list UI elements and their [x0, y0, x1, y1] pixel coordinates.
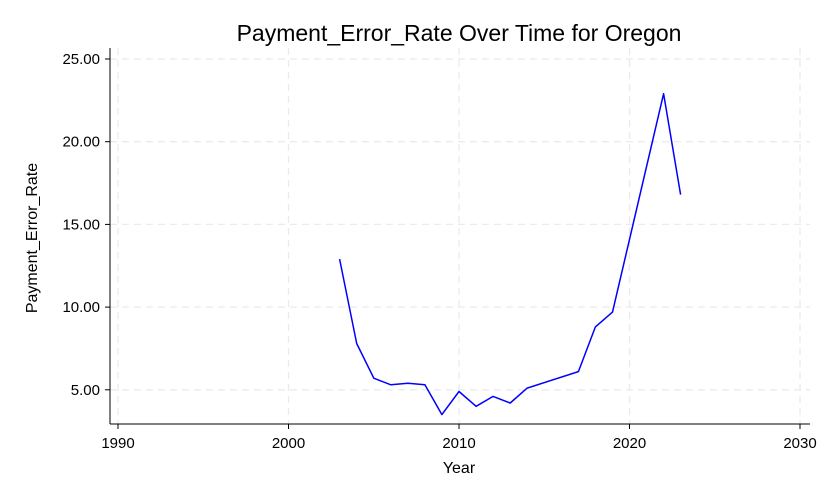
gridlines	[110, 48, 810, 424]
x-tick-label: 2010	[442, 435, 475, 452]
y-tick-label: 20.00	[62, 134, 100, 151]
axes	[109, 48, 810, 425]
y-tick-label: 15.00	[62, 216, 100, 233]
x-tick-label: 1990	[101, 435, 134, 452]
ticks: 5.00 10.00 15.00 20.00 25.00 1990 2000 2010 2020…	[62, 51, 816, 452]
y-tick-label: 10.00	[62, 299, 100, 316]
series	[338, 92, 682, 416]
x-tick-label: 2000	[272, 435, 305, 452]
y-axis-title: Payment_Error_Rate	[24, 163, 41, 313]
y-tick-label: 5.00	[71, 382, 100, 399]
x-tick-label: 2020	[613, 435, 646, 452]
x-tick-label: 2030	[783, 435, 816, 452]
x-axis-title: Year	[443, 460, 476, 477]
series-line	[338, 92, 682, 416]
chart-title: Payment_Error_Rate Over Time for Oregon	[237, 20, 682, 46]
y-tick-label: 25.00	[62, 51, 100, 68]
